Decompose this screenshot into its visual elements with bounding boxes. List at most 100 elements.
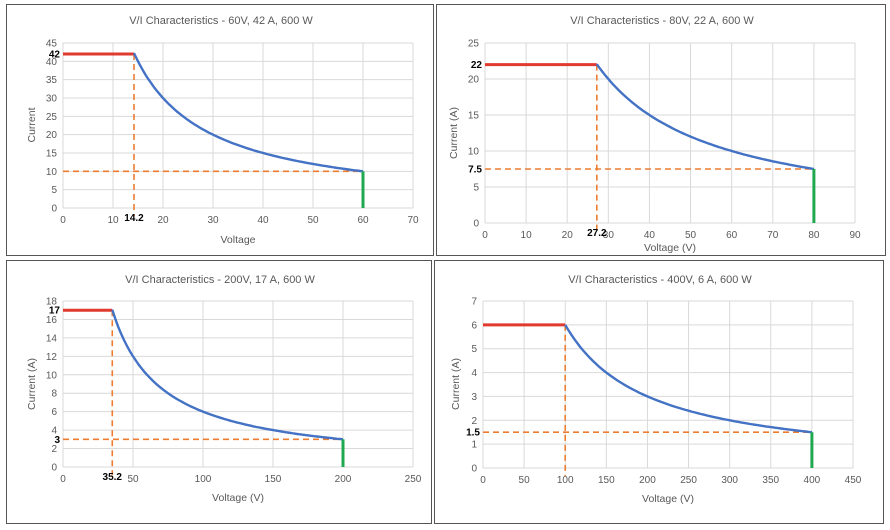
knee-voltage-annotation: 27.2 [587, 228, 607, 239]
y-tick-label: 10 [46, 167, 58, 178]
knee-current-annotation: 22 [471, 60, 483, 71]
x-tick-label: 400 [804, 475, 821, 486]
y-axis-label: Current (A) [448, 107, 460, 159]
x-tick-label: 200 [335, 474, 352, 485]
y-tick-label: 6 [471, 320, 477, 331]
x-tick-label: 10 [107, 215, 119, 226]
chart-panel-400v: V/I Characteristics - 400V, 6 A, 600 W 0 1… [434, 260, 884, 524]
y-tick-label: 12 [46, 352, 58, 363]
y-axis-label: Current (A) [26, 358, 38, 410]
y-tick-label: 0 [471, 464, 477, 475]
y-tick-label: 1 [471, 440, 477, 451]
x-tick-label: 200 [639, 475, 656, 486]
x-tick-label: 250 [405, 474, 422, 485]
x-tick-label: 450 [845, 475, 862, 486]
x-tick-label: 100 [195, 474, 212, 485]
x-tick-label: 20 [157, 215, 169, 226]
x-tick-label: 300 [721, 475, 738, 486]
y-tick-label: 5 [471, 344, 477, 355]
y-tick-label: 16 [46, 315, 58, 326]
y-tick-label: 18 [46, 297, 58, 308]
x-tick-label: 250 [680, 475, 697, 486]
x-tick-label: 70 [407, 215, 419, 226]
y-tick-label: 4 [51, 426, 57, 437]
y-tick-label: 20 [468, 75, 480, 86]
x-tick-label: 0 [480, 475, 486, 486]
chart-panel-60v: V/I Characteristics - 60V, 42 A, 600 W 0 5… [6, 4, 434, 256]
y-tick-label: 2 [51, 444, 57, 455]
y-tick-label: 6 [51, 407, 57, 418]
chart-svg-60v: V/I Characteristics - 60V, 42 A, 600 W 0 5… [26, 15, 419, 246]
y-tick-label: 25 [468, 39, 480, 50]
x-tick-label: 0 [60, 474, 66, 485]
x-tick-label: 150 [265, 474, 282, 485]
x-tick-label: 50 [127, 474, 139, 485]
chart-panel-80v: V/I Characteristics - 80V, 22 A, 600 W 0 5… [436, 4, 886, 256]
constant-power-curve [111, 309, 344, 441]
y-axis-label: Current [26, 107, 38, 142]
y-tick-label: 30 [46, 94, 58, 105]
chart-title-60v: V/I Characteristics - 60V, 42 A, 600 W [129, 15, 313, 27]
y-tick-label: 0 [51, 204, 57, 215]
chart-svg-200v: V/I Characteristics - 200V, 17 A, 600 W 0… [26, 274, 422, 504]
y-axis-label: Current (A) [450, 358, 462, 410]
x-tick-label: 60 [726, 230, 738, 241]
constant-power-curve [564, 324, 813, 434]
y-tick-label: 15 [46, 149, 58, 160]
y-tick-label: 14 [46, 333, 58, 344]
y-tick-label: 0 [473, 219, 479, 230]
x-axis-label: Voltage (V) [642, 493, 694, 505]
chart-title-400v: V/I Characteristics - 400V, 6 A, 600 W [568, 274, 752, 286]
x-axis-label: Voltage (V) [644, 242, 696, 254]
x-tick-label: 40 [644, 230, 656, 241]
x-axis-label: Voltage [220, 234, 255, 246]
y-tick-label: 8 [51, 389, 57, 400]
x-tick-label: 90 [849, 230, 861, 241]
x-tick-label: 50 [519, 475, 531, 486]
chart-svg-400v: V/I Characteristics - 400V, 6 A, 600 W 0 1… [450, 274, 862, 505]
x-tick-label: 70 [767, 230, 779, 241]
x-tick-label: 40 [257, 215, 269, 226]
x-tick-label: 10 [521, 230, 533, 241]
y-tick-label: 5 [473, 183, 479, 194]
chart-title-80v: V/I Characteristics - 80V, 22 A, 600 W [570, 15, 754, 27]
knee-voltage-annotation: 14.2 [124, 213, 144, 224]
constant-power-curve [132, 52, 364, 173]
x-tick-label: 0 [60, 215, 66, 226]
y-tick-label: 10 [468, 147, 480, 158]
x-tick-label: 100 [557, 475, 574, 486]
constant-power-curve [595, 63, 815, 171]
y-tick-label: 40 [46, 57, 58, 68]
x-tick-label: 150 [598, 475, 615, 486]
x-tick-label: 30 [603, 230, 615, 241]
y-tick-label: 7 [471, 297, 477, 308]
end-current-annotation: 7.5 [468, 165, 482, 176]
x-tick-label: 50 [307, 215, 319, 226]
x-tick-label: 80 [808, 230, 820, 241]
y-tick-label: 35 [46, 75, 58, 86]
chart-title-200v: V/I Characteristics - 200V, 17 A, 600 W [125, 274, 315, 286]
y-tick-label: 10 [46, 370, 58, 381]
y-tick-label: 2 [471, 416, 477, 427]
y-tick-label: 5 [51, 185, 57, 196]
end-current-annotation: 3 [54, 435, 60, 446]
end-current-annotation: 1.5 [466, 428, 480, 439]
x-axis-label: Voltage (V) [212, 492, 264, 504]
knee-current-annotation: 42 [49, 50, 61, 61]
x-tick-label: 0 [482, 230, 488, 241]
chart-panel-200v: V/I Characteristics - 200V, 17 A, 600 W 0… [6, 260, 432, 524]
x-tick-label: 20 [562, 230, 574, 241]
x-tick-label: 50 [685, 230, 697, 241]
x-tick-label: 350 [762, 475, 779, 486]
knee-voltage-annotation: 35.2 [103, 472, 123, 483]
y-tick-label: 0 [51, 463, 57, 474]
x-tick-label: 60 [357, 215, 369, 226]
knee-current-annotation: 17 [49, 306, 61, 317]
x-tick-label: 30 [207, 215, 219, 226]
y-tick-label: 25 [46, 112, 58, 123]
y-tick-label: 20 [46, 130, 58, 141]
y-tick-label: 15 [468, 111, 480, 122]
y-tick-label: 45 [46, 39, 58, 50]
chart-svg-80v: V/I Characteristics - 80V, 22 A, 600 W 0 5… [448, 15, 861, 254]
y-tick-label: 3 [471, 392, 477, 403]
